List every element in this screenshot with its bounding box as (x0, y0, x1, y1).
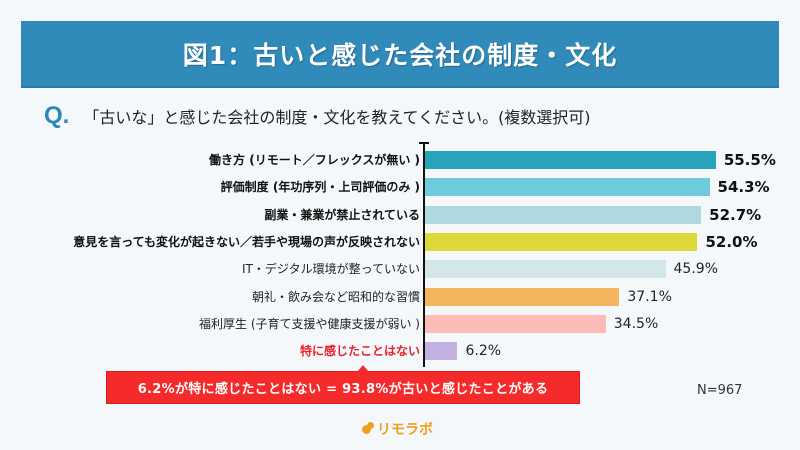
sample-size: N=967 (697, 383, 743, 398)
question-mark-label: Q. (44, 102, 70, 129)
bar-row: 特に感じたことはない 6.2% (0, 342, 800, 369)
logo-icon (362, 421, 374, 434)
title-banner: 図1：古いと感じた会社の制度・文化 (21, 21, 779, 88)
bar (425, 205, 702, 224)
bar-row: 福利厚生 (子育て支援や健康支援が弱い ) 34.5% (0, 314, 800, 342)
bar-value: 6.2% (465, 343, 502, 360)
bar-row: 意見を言っても変化が起きない／若手や現場の声が反映されない 52.0% (0, 232, 800, 260)
bar-row: 評価制度 (年功序列・上司評価のみ ) 54.3% (0, 178, 800, 205)
bar-row: 働き方 (リモート／フレックスが無い ) 55.5% (0, 151, 800, 178)
bar (425, 178, 710, 197)
bar-label: 評価制度 (年功序列・上司評価のみ ) (220, 180, 420, 195)
bar-value: 52.7% (709, 205, 762, 224)
y-axis-line (423, 143, 425, 367)
bar-row: 朝礼・飲み会など昭和的な習慣 37.1% (0, 287, 800, 315)
chart-title: 図1：古いと感じた会社の制度・文化 (182, 40, 618, 70)
callout-arrow-icon (357, 365, 369, 372)
bar (425, 287, 620, 306)
bar-label: 特に感じたことはない (299, 344, 420, 359)
callout-text: 6.2%が特に感じたことはない = 93.8%が古いと感じたことがある (137, 382, 549, 397)
bar-value: 55.5% (723, 151, 776, 169)
bar (425, 151, 716, 169)
bar (425, 342, 458, 361)
bar-label: 意見を言っても変化が起きない／若手や現場の声が反映されない (73, 234, 420, 249)
bar-value: 34.5% (613, 315, 659, 332)
bar-label: 朝礼・飲み会など昭和的な習慣 (251, 289, 420, 304)
bar (425, 314, 606, 333)
bar-label: IT・デジタル環境が整っていない (241, 262, 420, 277)
bar-value: 54.3% (717, 178, 770, 197)
bar (425, 232, 698, 251)
question-text: 「古いな」と感じた会社の制度・文化を教えてください。(複数選択可) (83, 108, 591, 127)
bar-row: IT・デジタル環境が整っていない 45.9% (0, 260, 800, 287)
bar-label: 福利厚生 (子育て支援や健康支援が弱い ) (199, 316, 420, 331)
callout-box: 6.2%が特に感じたことはない = 93.8%が古いと感じたことがある (106, 365, 580, 404)
logo: リモラボ (362, 419, 433, 439)
bar-row: 副業・兼業が禁止されている 52.7% (0, 205, 800, 233)
bar-label: 副業・兼業が禁止されている (264, 207, 420, 222)
bar-value: 52.0% (705, 232, 758, 251)
bar (425, 260, 666, 279)
question: Q. 「古いな」と感じた会社の制度・文化を教えてください。(複数選択可) (44, 101, 591, 131)
logo-text: リモラボ (377, 422, 433, 438)
bar-value: 37.1% (627, 288, 672, 305)
bar-label: 働き方 (リモート／フレックスが無い ) (209, 153, 420, 167)
bar-value: 45.9% (673, 261, 718, 278)
